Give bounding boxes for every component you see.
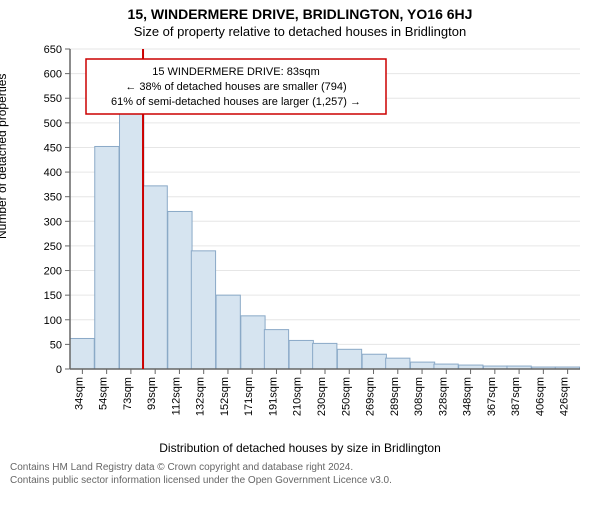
svg-text:600: 600 [44, 69, 62, 81]
y-axis-label: Number of detached properties [0, 74, 9, 239]
svg-text:348sqm: 348sqm [462, 377, 474, 416]
annotation-line: ← 38% of detached houses are smaller (79… [125, 81, 346, 93]
histogram-bar [410, 362, 434, 369]
footer-line-2: Contains public sector information licen… [10, 474, 590, 487]
svg-text:210sqm: 210sqm [292, 377, 304, 416]
svg-text:191sqm: 191sqm [267, 377, 279, 416]
svg-text:0: 0 [56, 364, 62, 376]
svg-text:230sqm: 230sqm [316, 377, 328, 416]
histogram-bar [264, 330, 288, 369]
svg-text:50: 50 [50, 339, 62, 351]
svg-text:426sqm: 426sqm [559, 377, 571, 416]
svg-text:250: 250 [44, 241, 62, 253]
histogram-bar [362, 354, 386, 369]
svg-text:650: 650 [44, 44, 62, 56]
svg-text:300: 300 [44, 216, 62, 228]
svg-text:73sqm: 73sqm [122, 377, 134, 410]
title-sub: Size of property relative to detached ho… [0, 24, 600, 39]
histogram-bar [120, 113, 144, 369]
chart-area: Number of detached properties 0 50 100 150 2… [0, 39, 600, 439]
histogram-bar [337, 349, 361, 369]
title-main: 15, WINDERMERE DRIVE, BRIDLINGTON, YO16 … [0, 6, 600, 22]
svg-text:406sqm: 406sqm [534, 377, 546, 416]
svg-text:450: 450 [44, 142, 62, 154]
svg-text:54sqm: 54sqm [98, 377, 110, 410]
histogram-bar [191, 251, 215, 369]
footer-line-1: Contains HM Land Registry data © Crown c… [10, 461, 590, 474]
svg-text:269sqm: 269sqm [365, 377, 377, 416]
svg-text:387sqm: 387sqm [510, 377, 522, 416]
svg-text:200: 200 [44, 266, 62, 278]
svg-text:328sqm: 328sqm [437, 377, 449, 416]
histogram-bar [289, 340, 313, 369]
footer: Contains HM Land Registry data © Crown c… [10, 461, 590, 487]
svg-text:150: 150 [44, 290, 62, 302]
histogram-bar [168, 211, 192, 369]
annotation-line: 61% of semi-detached houses are larger (… [111, 96, 361, 108]
svg-text:171sqm: 171sqm [243, 377, 255, 416]
svg-text:308sqm: 308sqm [413, 377, 425, 416]
svg-text:132sqm: 132sqm [195, 377, 207, 416]
svg-text:34sqm: 34sqm [73, 377, 85, 410]
annotation-line: 15 WINDERMERE DRIVE: 83sqm [152, 66, 319, 78]
histogram-bar [95, 146, 119, 369]
svg-text:93sqm: 93sqm [146, 377, 158, 410]
histogram-bar [143, 186, 167, 369]
x-axis-label: Distribution of detached houses by size … [0, 441, 600, 455]
svg-text:367sqm: 367sqm [486, 377, 498, 416]
svg-text:100: 100 [44, 315, 62, 327]
histogram-svg: 0 50 100 150 200 250 300 350 400 450 500 550 600 650 3… [0, 39, 600, 439]
svg-text:350: 350 [44, 192, 62, 204]
histogram-bar [216, 295, 240, 369]
svg-text:250sqm: 250sqm [340, 377, 352, 416]
svg-text:500: 500 [44, 118, 62, 130]
svg-text:112sqm: 112sqm [170, 377, 182, 415]
svg-text:289sqm: 289sqm [389, 377, 401, 416]
histogram-bar [386, 358, 410, 369]
histogram-bar [313, 343, 337, 369]
svg-text:550: 550 [44, 93, 62, 105]
histogram-bar [70, 338, 94, 369]
svg-text:152sqm: 152sqm [219, 377, 231, 416]
svg-text:400: 400 [44, 167, 62, 179]
histogram-bar [241, 316, 265, 369]
